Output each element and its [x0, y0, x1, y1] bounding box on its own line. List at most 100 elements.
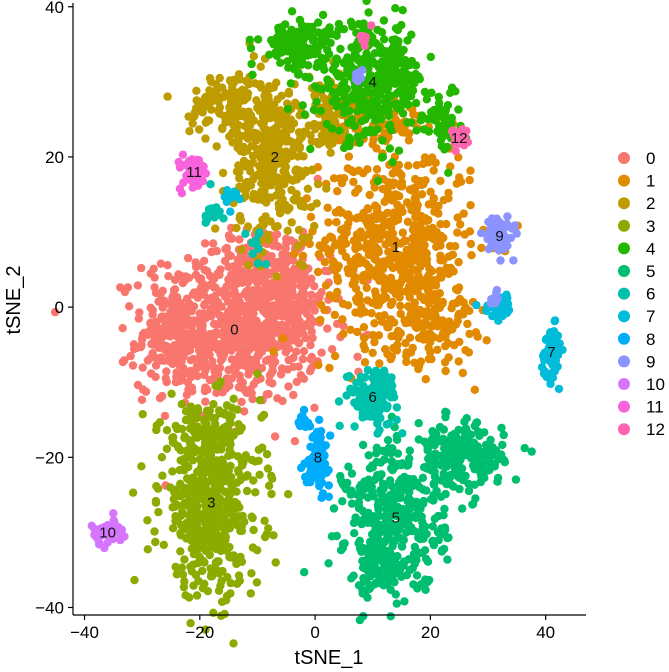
- data-point: [206, 304, 216, 314]
- data-point: [427, 88, 436, 98]
- data-point: [313, 18, 323, 27]
- data-point: [300, 568, 309, 577]
- data-point: [235, 195, 244, 204]
- legend-label-7: 7: [646, 307, 655, 326]
- y-tick-label: −40: [35, 598, 64, 617]
- data-point: [232, 331, 241, 340]
- data-point: [150, 273, 159, 282]
- data-point: [480, 473, 489, 483]
- data-point: [443, 339, 453, 348]
- data-point: [242, 323, 251, 332]
- data-point: [212, 80, 221, 89]
- data-point: [361, 87, 371, 96]
- data-point: [112, 523, 121, 533]
- data-point: [368, 107, 378, 116]
- data-point: [437, 524, 446, 533]
- data-point: [393, 340, 402, 349]
- data-point: [201, 134, 210, 143]
- data-point: [357, 547, 366, 556]
- data-point: [159, 356, 169, 365]
- data-point: [403, 247, 412, 256]
- data-point: [181, 591, 190, 600]
- data-point: [249, 380, 258, 389]
- data-point: [278, 195, 287, 204]
- data-point: [404, 459, 413, 468]
- data-point: [490, 462, 499, 471]
- legend-label-10: 10: [646, 375, 665, 394]
- data-point: [324, 492, 334, 501]
- data-point: [339, 174, 349, 183]
- data-point: [171, 421, 180, 431]
- data-point: [299, 374, 309, 383]
- data-point: [177, 424, 187, 434]
- data-point: [350, 529, 359, 538]
- data-point: [289, 390, 298, 400]
- data-point: [304, 61, 313, 70]
- data-point: [227, 450, 237, 459]
- cluster-label-1: 1: [392, 239, 400, 256]
- legend-key-9: [618, 355, 630, 368]
- data-point: [411, 98, 421, 108]
- data-point: [323, 203, 332, 212]
- data-point: [103, 520, 113, 530]
- data-point: [213, 557, 222, 566]
- data-point: [176, 547, 185, 556]
- data-point: [378, 446, 388, 456]
- data-point: [396, 103, 405, 112]
- data-point: [217, 576, 226, 586]
- data-point: [280, 128, 289, 137]
- data-point: [186, 413, 195, 423]
- data-point: [394, 146, 404, 155]
- data-point: [213, 297, 223, 307]
- data-point: [327, 532, 337, 541]
- data-point: [207, 279, 216, 288]
- data-point: [319, 451, 329, 460]
- data-point: [217, 445, 226, 454]
- data-point: [354, 19, 363, 29]
- x-tick-label: 20: [421, 623, 440, 642]
- data-point: [339, 321, 348, 331]
- data-point: [259, 410, 269, 420]
- data-point: [244, 80, 254, 89]
- data-point: [248, 513, 257, 523]
- data-point: [203, 508, 212, 518]
- data-point: [351, 243, 360, 252]
- data-point: [320, 459, 330, 469]
- data-point: [247, 59, 256, 69]
- data-point: [118, 532, 127, 541]
- data-point: [130, 575, 139, 585]
- data-point: [293, 325, 303, 335]
- data-point: [352, 54, 362, 64]
- data-point: [294, 225, 304, 235]
- data-point: [241, 317, 251, 326]
- data-point: [352, 490, 362, 499]
- data-point: [358, 556, 367, 566]
- data-point: [156, 290, 165, 299]
- data-point: [215, 207, 224, 216]
- data-point: [258, 215, 267, 225]
- data-point: [379, 484, 388, 493]
- data-point: [159, 540, 168, 550]
- data-point: [183, 335, 192, 344]
- data-point: [303, 184, 313, 193]
- data-point: [247, 389, 256, 398]
- data-point: [309, 105, 319, 115]
- data-point: [435, 422, 445, 432]
- data-point: [255, 228, 264, 237]
- x-tick-label: 0: [310, 623, 319, 642]
- data-point: [224, 275, 233, 284]
- cluster-label-11: 11: [186, 164, 202, 181]
- data-point: [306, 302, 316, 311]
- data-point: [405, 565, 414, 575]
- data-point: [360, 345, 370, 354]
- data-point: [496, 256, 505, 265]
- data-point: [396, 309, 405, 319]
- data-point: [453, 228, 462, 237]
- data-point: [202, 267, 212, 276]
- data-point: [428, 290, 438, 299]
- data-point: [454, 357, 463, 366]
- data-point: [183, 253, 193, 263]
- series-5-points: [300, 407, 536, 625]
- data-point: [235, 75, 245, 84]
- data-point: [411, 210, 420, 219]
